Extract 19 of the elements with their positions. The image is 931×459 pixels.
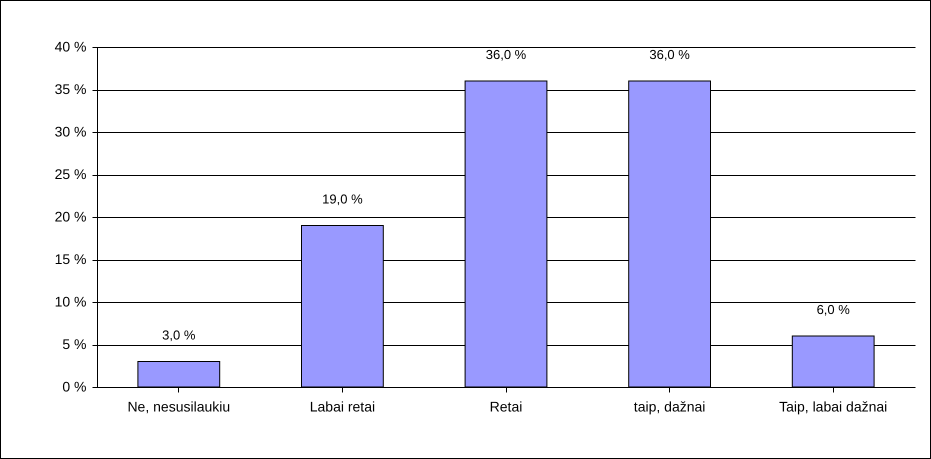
y-tick-label: 10 % bbox=[54, 294, 86, 310]
y-tick-label: 35 % bbox=[54, 81, 86, 97]
y-tick-label: 40 % bbox=[54, 38, 86, 54]
x-tick-label: Ne, nesusilaukiu bbox=[127, 398, 230, 414]
data-label: 36,0 % bbox=[486, 47, 527, 62]
data-label: 6,0 % bbox=[816, 302, 850, 317]
x-tick-label: Labai retai bbox=[310, 398, 376, 414]
x-tick-label: Taip, labai dažnai bbox=[779, 398, 888, 414]
y-tick-label: 30 % bbox=[54, 124, 86, 140]
y-tick-label: 0 % bbox=[62, 378, 86, 394]
y-tick-label: 20 % bbox=[54, 208, 86, 224]
y-tick-label: 15 % bbox=[54, 251, 86, 267]
x-tick-label: Retai bbox=[490, 398, 522, 414]
data-label: 36,0 % bbox=[649, 47, 690, 62]
data-label: 19,0 % bbox=[322, 192, 364, 206]
data-label: 3,0 % bbox=[162, 328, 196, 342]
x-tick-label: taip, dažnai bbox=[634, 398, 706, 414]
y-tick-label: 25 % bbox=[54, 166, 86, 182]
y-tick-label: 5 % bbox=[62, 336, 86, 352]
